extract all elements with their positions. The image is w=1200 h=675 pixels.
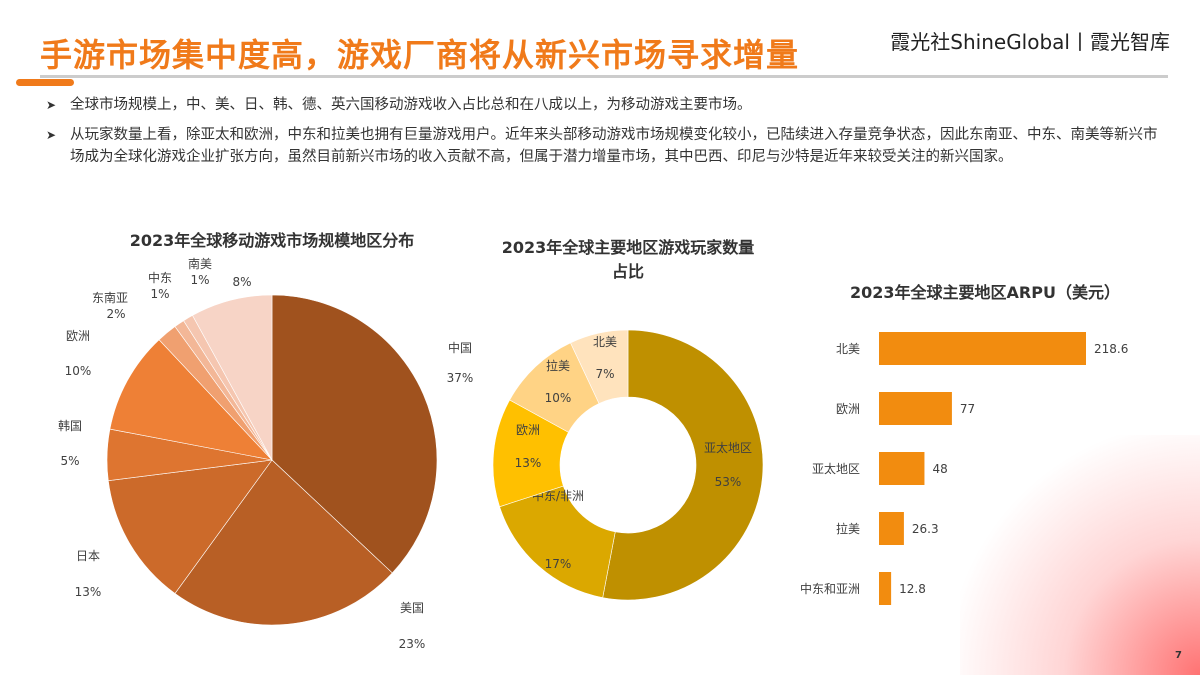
pie-slice-percent: 1% xyxy=(190,273,209,287)
bar-value-label: 12.8 xyxy=(899,582,926,596)
bullet-item: ➤ 全球市场规模上，中、美、日、韩、德、英六国移动游戏收入占比总和在八成以上，为移… xyxy=(46,94,1166,116)
pie-slice xyxy=(174,459,393,626)
pie-slice-percent: 5% xyxy=(60,454,79,468)
pie-slice-percent: 10% xyxy=(65,364,92,378)
donut-slice-percent: 13% xyxy=(515,456,542,470)
pie-chart-title: 2023年全球移动游戏市场规模地区分布 xyxy=(130,231,415,250)
donut-slice-percent: 10% xyxy=(545,391,572,405)
bar-chart-title: 2023年全球主要地区ARPU（美元） xyxy=(850,283,1120,302)
pie-slice-percent: 8% xyxy=(232,275,251,289)
pie-slice-label: 韩国 xyxy=(58,418,82,433)
bar-category-label: 拉美 xyxy=(836,521,860,536)
title-divider xyxy=(40,75,1168,78)
pie-slice-percent: 2% xyxy=(106,307,125,321)
bar-category-label: 北美 xyxy=(836,342,860,356)
pie-slice xyxy=(107,459,273,594)
bar xyxy=(879,452,925,485)
page-title: 手游市场集中度高，游戏厂商将从新兴市场寻求增量 xyxy=(40,36,800,74)
donut-slice xyxy=(570,329,629,404)
donut-slice-percent: 7% xyxy=(595,367,614,381)
bar xyxy=(879,572,892,605)
bullet-list: ➤ 全球市场规模上，中、美、日、韩、德、英六国移动游戏收入占比总和在八成以上，为移… xyxy=(46,94,1166,176)
bar-value-label: 218.6 xyxy=(1094,342,1128,356)
decorative-glow xyxy=(960,435,1200,675)
arrow-bullet-icon: ➤ xyxy=(46,128,57,142)
pie-slice-label: 东南亚 xyxy=(92,290,128,305)
pie-slice-label: 中东 xyxy=(148,270,172,285)
donut-slice-label: 亚太地区 xyxy=(704,440,752,455)
donut-slice-percent: 53% xyxy=(715,475,742,489)
pie-slice xyxy=(271,294,438,574)
bar-category-label: 欧洲 xyxy=(836,402,860,416)
donut-slice-label: 北美 xyxy=(593,335,617,349)
pie-slice-percent: 37% xyxy=(447,371,474,385)
bullet-text: 从玩家数量上看，除亚太和欧洲，中东和拉美也拥有巨量游戏用户。近年来头部移动游戏市… xyxy=(70,127,1158,165)
bullet-text: 全球市场规模上，中、美、日、韩、德、英六国移动游戏收入占比总和在八成以上，为移动… xyxy=(70,97,752,113)
arrow-bullet-icon: ➤ xyxy=(46,98,57,112)
pie-slice xyxy=(192,294,273,461)
bar-value-label: 26.3 xyxy=(912,522,939,536)
pie-slice-label: 美国 xyxy=(400,601,424,615)
donut-slice-label: 欧洲 xyxy=(516,423,540,437)
page-number: 7 xyxy=(1175,650,1182,661)
pie-slice-percent: 13% xyxy=(75,585,102,599)
donut-slice xyxy=(602,329,764,601)
pie-slice-percent: 1% xyxy=(150,287,169,301)
pie-slice-percent: 23% xyxy=(399,637,426,651)
donut-chart-title: 2023年全球主要地区游戏玩家数量占比 xyxy=(501,238,755,281)
title-divider-accent xyxy=(16,79,74,86)
bar-value-label: 48 xyxy=(932,462,947,476)
pie-slice-label: 日本 xyxy=(76,549,100,563)
pie-slice-label: 欧洲 xyxy=(66,329,90,343)
bar xyxy=(879,332,1086,365)
bullet-item: ➤ 从玩家数量上看，除亚太和欧洲，中东和拉美也拥有巨量游戏用户。近年来头部移动游戏… xyxy=(46,124,1166,168)
bar-category-label: 中东和亚洲 xyxy=(800,581,860,596)
pie-slice-label: 南美 xyxy=(188,256,212,271)
donut-slice-percent: 17% xyxy=(545,557,572,571)
donut-slice-label: 拉美 xyxy=(546,358,570,373)
pie-slice-label: 中国 xyxy=(448,340,472,355)
brand-logo: 霞光社ShineGlobal丨霞光智库 xyxy=(890,30,1170,54)
bar-value-label: 77 xyxy=(960,402,975,416)
bar xyxy=(879,392,952,425)
pie-slice xyxy=(109,339,273,461)
bar xyxy=(879,512,904,545)
bar-category-label: 亚太地区 xyxy=(812,461,860,476)
